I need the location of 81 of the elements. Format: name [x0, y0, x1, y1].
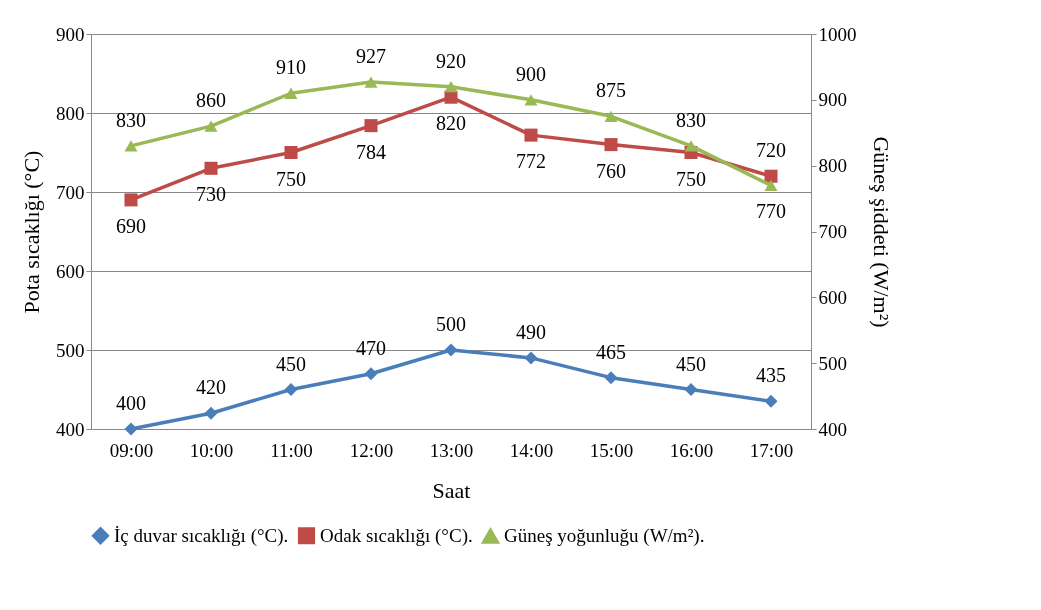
data-label: 690 — [116, 214, 146, 237]
x-tick-label: 17:00 — [749, 439, 794, 461]
data-label: 470 — [356, 336, 386, 359]
x-tick-label: 10:00 — [189, 439, 234, 461]
data-label: 720 — [756, 139, 786, 162]
point — [764, 169, 778, 183]
data-label: 875 — [596, 79, 626, 102]
point — [604, 110, 618, 122]
point — [284, 382, 298, 397]
data-label: 490 — [516, 320, 546, 343]
point — [364, 119, 378, 133]
data-label: 770 — [756, 200, 786, 223]
legend-label: Güneş yoğunluğu (W/m²). — [504, 525, 705, 548]
y-tick-label: 700 — [56, 181, 85, 203]
data-label: 730 — [196, 183, 226, 206]
y2-tick-label: 900 — [818, 89, 847, 111]
y-tick-label: 900 — [56, 23, 85, 45]
legend-label: İç duvar sıcaklığı (°C). — [114, 524, 289, 547]
data-label: 750 — [676, 167, 706, 190]
point — [764, 394, 778, 408]
data-label: 450 — [276, 352, 306, 375]
data-label: 910 — [276, 56, 306, 79]
data-label: 900 — [516, 62, 546, 85]
y2-tick-label: 700 — [818, 221, 847, 242]
data-label: 927 — [356, 45, 386, 68]
legend-label: Odak sıcaklığı (°C). — [320, 524, 473, 547]
point — [524, 128, 538, 142]
y2-tick-label: 500 — [818, 352, 847, 374]
x-tick-label: 11:00 — [270, 439, 313, 461]
x-tick-label: 16:00 — [669, 439, 714, 461]
y-axis-title: Pota sıcaklığı (°C) — [19, 150, 44, 314]
data-label: 450 — [676, 352, 706, 375]
data-label: 420 — [196, 376, 226, 399]
y2-tick-label: 400 — [818, 418, 847, 440]
point — [124, 140, 138, 152]
point — [204, 161, 218, 175]
point — [524, 351, 538, 365]
point — [444, 90, 458, 104]
point — [444, 81, 458, 93]
point — [444, 343, 458, 357]
data-label: 830 — [116, 108, 146, 131]
x-tick-label: 15:00 — [589, 439, 634, 461]
data-label: 772 — [516, 150, 546, 173]
data-label: 820 — [436, 112, 466, 135]
data-label: 435 — [756, 364, 786, 387]
point — [204, 406, 218, 420]
y2-tick-label: 1000 — [818, 23, 857, 45]
x-tick-label: 14:00 — [509, 439, 554, 461]
x-tick-label: 09:00 — [109, 439, 154, 461]
y-tick-label: 600 — [56, 260, 85, 282]
point — [364, 367, 378, 381]
y-tick-label: 500 — [56, 339, 85, 361]
y2-axis-title: Güneş şiddeti (W/m²) — [868, 136, 894, 328]
point — [604, 138, 618, 152]
x-axis-title: Saat — [432, 477, 471, 503]
point — [124, 193, 138, 207]
data-label: 860 — [196, 89, 226, 112]
point — [204, 120, 218, 132]
point — [284, 87, 298, 99]
data-label: 500 — [436, 313, 466, 335]
data-label: 750 — [276, 167, 306, 190]
y2-tick-label: 600 — [818, 286, 847, 308]
data-label: 465 — [596, 340, 626, 363]
data-label: 920 — [436, 49, 466, 72]
y2-tick-label: 800 — [818, 155, 847, 177]
point — [764, 179, 778, 192]
data-label: 784 — [356, 140, 386, 163]
y-tick-label: 400 — [56, 418, 85, 440]
x-tick-label: 12:00 — [349, 439, 394, 461]
point — [604, 371, 618, 385]
data-label: 830 — [676, 108, 706, 131]
point — [364, 76, 378, 88]
point — [284, 145, 298, 160]
x-tick-label: 13:00 — [429, 439, 474, 461]
data-label: 400 — [116, 392, 146, 414]
point — [124, 422, 138, 436]
point — [684, 140, 698, 152]
point — [684, 382, 698, 397]
y-tick-label: 800 — [56, 102, 85, 124]
point — [524, 94, 538, 106]
data-label: 760 — [596, 159, 626, 182]
